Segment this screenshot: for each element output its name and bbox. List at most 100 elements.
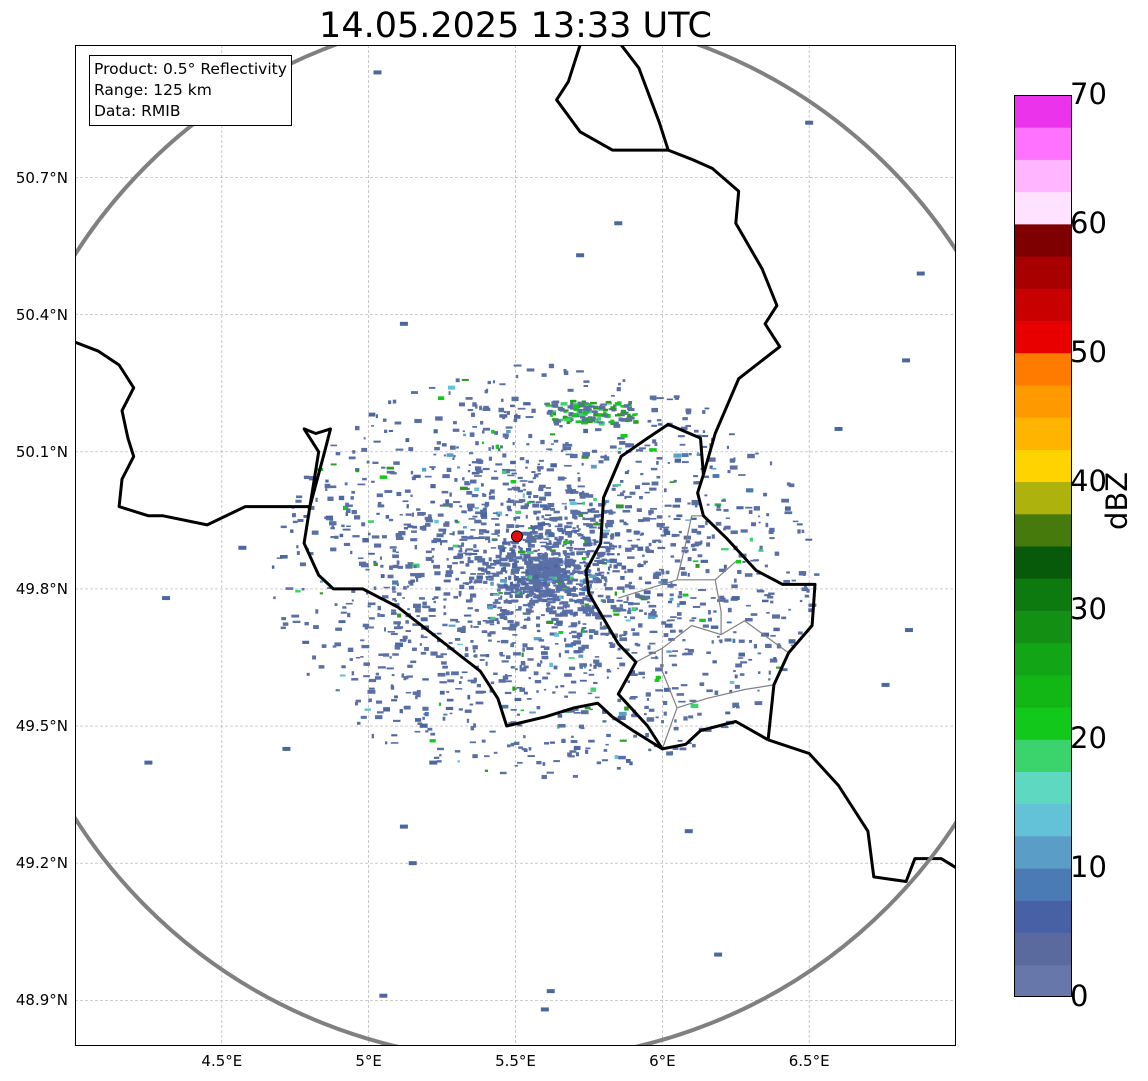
echo-blob (916, 271, 925, 276)
echo-pixel (582, 609, 589, 614)
echo-pixel (554, 632, 560, 637)
echo-pixel (506, 500, 512, 503)
echo-pixel (623, 521, 627, 525)
echo-pixel (409, 581, 414, 586)
echo-pixel (571, 530, 574, 533)
echo-pixel (548, 564, 556, 568)
echo-pixel (598, 405, 606, 409)
echo-pixel (410, 579, 415, 583)
echo-pixel (578, 592, 585, 596)
echo-pixel (478, 536, 485, 540)
echo-pixel (621, 565, 627, 570)
echo-pixel (648, 642, 656, 645)
echo-pixel (558, 631, 564, 634)
echo-pixel (541, 515, 545, 519)
echo-pixel (425, 519, 434, 523)
echo-pixel (501, 611, 509, 616)
echo-pixel (367, 532, 371, 536)
echo-pixel (527, 544, 535, 548)
echo-pixel (699, 602, 707, 606)
echo-pixel (519, 589, 522, 592)
echo-pixel (518, 498, 526, 503)
echo-pixel (290, 529, 294, 533)
echo-pixel (532, 477, 537, 480)
echo-pixel (781, 616, 787, 620)
echo-pixel (530, 531, 533, 534)
echo-pixel (603, 411, 607, 414)
echo-pixel (691, 501, 699, 506)
echo-pixel (667, 462, 670, 464)
echo-pixel (670, 555, 675, 558)
echo-pixel (701, 434, 709, 438)
echo-pixel (754, 701, 763, 706)
echo-pixel (660, 534, 667, 537)
echo-pixel (345, 504, 353, 507)
echo-pixel (448, 391, 451, 395)
echo-pixel (489, 631, 496, 635)
echo-pixel (539, 573, 545, 577)
echo-pixel (624, 496, 627, 500)
echo-pixel (622, 509, 631, 513)
echo-pixel (540, 545, 549, 548)
echo-pixel (692, 548, 697, 551)
echo-pixel (581, 418, 587, 423)
echo-pixel (655, 689, 664, 692)
echo-pixel (478, 529, 487, 533)
echo-pixel (556, 724, 560, 729)
echo-pixel (573, 650, 581, 654)
echo-pixel (546, 546, 552, 551)
echo-pixel (666, 650, 672, 653)
echo-pixel (552, 582, 556, 585)
echo-pixel (354, 701, 358, 706)
echo-pixel (504, 577, 508, 580)
echo-pixel (593, 659, 600, 664)
echo-pixel (330, 444, 338, 447)
echo-pixel (608, 421, 612, 424)
echo-pixel (706, 689, 713, 693)
echo-pixel (454, 519, 458, 523)
echo-pixel (586, 597, 594, 602)
echo-pixel (697, 554, 703, 558)
echo-pixel (585, 613, 592, 617)
echo-pixel (474, 609, 479, 612)
echo-pixel (624, 505, 633, 509)
echo-pixel (515, 510, 522, 515)
echo-pixel (360, 656, 364, 658)
echo-pixel (334, 642, 342, 647)
echo-pixel (498, 597, 503, 600)
echo-pixel (627, 556, 635, 559)
echo-pixel (550, 443, 555, 445)
echo-pixel (469, 552, 478, 555)
echo-pixel (416, 615, 420, 618)
echo-pixel (522, 590, 525, 595)
echo-pixel (788, 639, 796, 644)
echo-pixel (593, 410, 599, 413)
echo-pixel (733, 670, 736, 673)
echo-pixel (563, 370, 569, 376)
echo-pixel (549, 558, 553, 563)
echo-pixel (587, 508, 593, 513)
echo-pixel (623, 404, 629, 408)
echo-pixel (729, 680, 735, 684)
echo-pixel (700, 540, 703, 545)
echo-pixel (403, 676, 407, 681)
echo-pixel (554, 525, 559, 528)
echo-pixel (576, 551, 583, 556)
echo-pixel (464, 549, 467, 553)
echo-pixel (548, 529, 551, 532)
echo-pixel (520, 594, 523, 598)
echo-blob (902, 358, 911, 363)
echo-pixel (625, 495, 632, 498)
echo-pixel (338, 495, 345, 501)
echo-pixel (497, 588, 501, 592)
echo-pixel (433, 429, 438, 434)
echo-pixel (804, 585, 807, 589)
echo-pixel (712, 474, 720, 478)
echo-pixel (603, 541, 610, 544)
echo-pixel (630, 670, 636, 674)
echo-pixel (647, 601, 650, 604)
echo-pixel (437, 672, 446, 677)
echo-pixel (447, 564, 453, 569)
echo-pixel (424, 711, 429, 717)
echo-pixel (685, 424, 692, 428)
